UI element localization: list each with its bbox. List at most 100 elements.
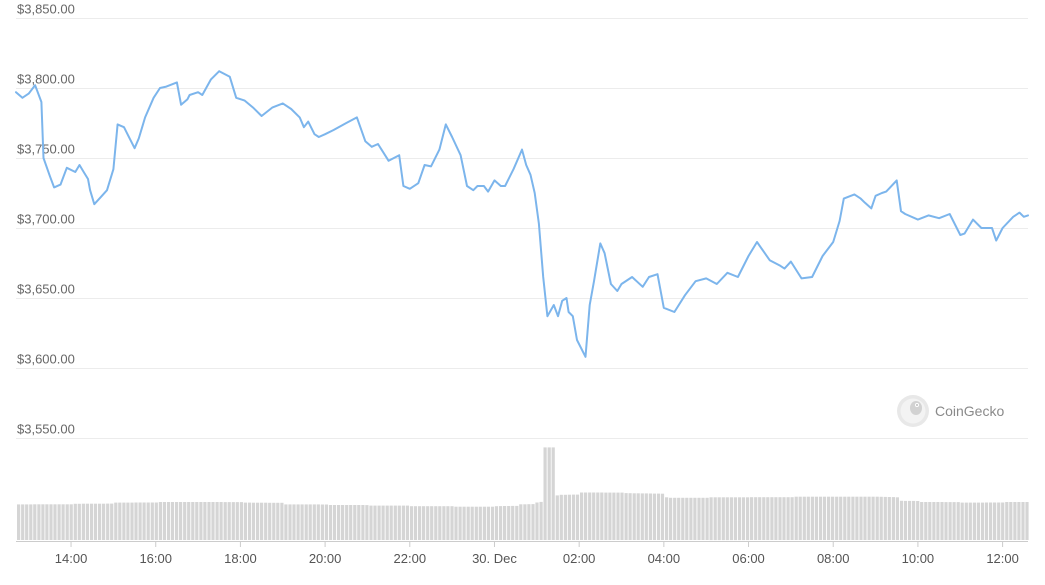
volume-bar xyxy=(879,496,883,540)
volume-bar xyxy=(924,502,928,540)
volume-bar xyxy=(308,504,312,540)
volume-bar xyxy=(693,497,697,540)
volume-bar xyxy=(806,496,810,540)
volume-bar xyxy=(69,504,73,540)
coingecko-watermark: CoinGecko xyxy=(897,395,1004,427)
volume-bar xyxy=(1013,502,1017,540)
volume-bar xyxy=(166,502,171,540)
grid-lines xyxy=(16,18,1028,439)
volume-bar xyxy=(337,505,341,540)
volume-bar xyxy=(345,505,349,540)
x-tick-label: 10:00 xyxy=(902,551,935,566)
volume-bar xyxy=(596,492,600,540)
volume-bar xyxy=(385,505,389,540)
volume-bar xyxy=(215,502,219,540)
x-tick-label: 08:00 xyxy=(817,551,850,566)
volume-bar xyxy=(851,496,855,540)
volume-bar xyxy=(187,502,191,540)
volume-bar xyxy=(21,504,25,540)
volume-bar xyxy=(895,497,899,540)
volume-bar xyxy=(912,500,916,540)
volume-bar xyxy=(669,497,673,540)
volume-bar xyxy=(980,502,985,540)
volume-bar xyxy=(73,503,77,540)
volume-bar xyxy=(223,502,227,540)
watermark-text: CoinGecko xyxy=(935,403,1004,419)
volume-bar xyxy=(908,500,912,540)
x-tick-label: 12:00 xyxy=(986,551,1019,566)
volume-bar xyxy=(53,504,57,540)
volume-bar xyxy=(454,506,458,540)
volume-bar xyxy=(409,506,414,540)
volume-bar xyxy=(758,497,762,540)
volume-bar xyxy=(470,506,474,540)
volume-bar xyxy=(413,506,418,540)
volume-bar xyxy=(466,506,470,540)
volume-bar xyxy=(462,506,466,540)
volume-bar xyxy=(729,497,733,541)
volume-bar xyxy=(871,496,875,540)
volume-bar xyxy=(268,502,272,540)
volume-bar xyxy=(17,504,21,540)
volume-bar xyxy=(794,496,798,540)
volume-bar xyxy=(33,504,37,540)
x-tick-label: 20:00 xyxy=(309,551,342,566)
x-axis: 14:00 16:00 18:00 20:00 22:00 30. Dec 02:00 04:… xyxy=(16,541,1028,566)
volume-bar xyxy=(855,496,859,540)
x-tick-label: 14:00 xyxy=(55,551,88,566)
volume-bar xyxy=(976,502,980,540)
x-tick-label: 18:00 xyxy=(224,551,257,566)
volume-bars xyxy=(17,447,1029,541)
volume-bar xyxy=(507,506,511,540)
volume-bar xyxy=(29,504,33,540)
volume-bar xyxy=(393,505,397,540)
volume-bar xyxy=(989,502,993,540)
volume-bar xyxy=(389,505,393,540)
volume-bar xyxy=(960,502,964,540)
volume-bar xyxy=(814,496,818,540)
volume-bar xyxy=(588,492,592,540)
volume-bar xyxy=(697,497,701,540)
volume-bar xyxy=(551,447,555,540)
volume-bar xyxy=(863,496,867,540)
volume-bar xyxy=(235,502,239,540)
y-tick-label: $3,650.00 xyxy=(17,282,75,297)
volume-bar xyxy=(709,497,713,541)
volume-bar xyxy=(134,502,138,540)
volume-bar xyxy=(778,497,782,540)
volume-bar xyxy=(903,500,908,540)
volume-bar xyxy=(802,496,806,540)
volume-bar xyxy=(936,502,940,540)
volume-bar xyxy=(373,505,377,540)
volume-bar xyxy=(689,497,693,540)
volume-bar xyxy=(256,502,260,540)
volume-bar xyxy=(328,505,333,540)
volume-bar xyxy=(717,497,721,541)
volume-bar xyxy=(1001,502,1005,540)
volume-bar xyxy=(644,493,648,540)
volume-bar xyxy=(211,502,215,540)
volume-bar xyxy=(600,492,604,540)
volume-bar xyxy=(219,502,223,540)
volume-bar xyxy=(61,504,65,540)
volume-bar xyxy=(741,497,746,541)
volume-bar xyxy=(162,502,166,540)
volume-bar xyxy=(284,504,288,540)
volume-bar xyxy=(859,496,863,540)
volume-bar xyxy=(227,502,231,540)
volume-bar xyxy=(972,502,976,540)
volume-bar xyxy=(685,497,689,540)
y-tick-label: $3,800.00 xyxy=(17,72,75,87)
volume-bar xyxy=(563,494,567,540)
volume-bar xyxy=(260,502,264,540)
volume-bar xyxy=(993,502,997,540)
volume-bar xyxy=(798,496,802,540)
volume-bar xyxy=(527,504,531,540)
volume-bar xyxy=(790,497,794,540)
volume-bar xyxy=(426,506,430,540)
volume-bar xyxy=(580,492,584,540)
volume-bar xyxy=(1017,502,1021,540)
volume-bar xyxy=(867,496,871,540)
volume-bar xyxy=(928,502,932,540)
volume-bar xyxy=(887,497,891,540)
